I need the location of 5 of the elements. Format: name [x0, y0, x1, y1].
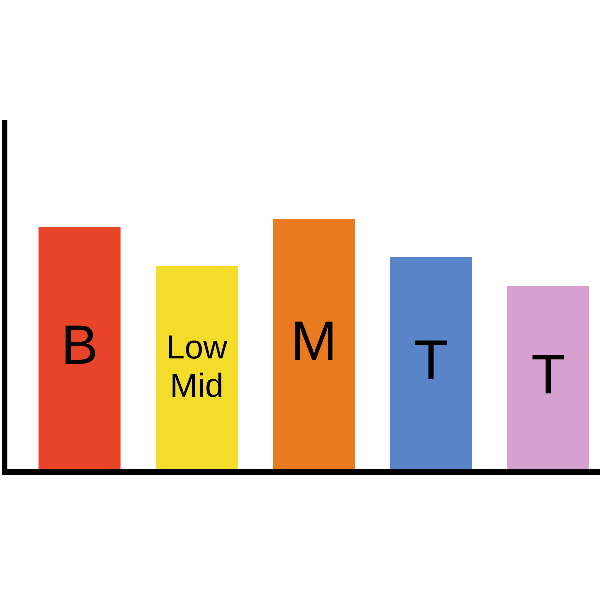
x-tick-label: T [416, 340, 447, 380]
x-tick-label: Low Mid [169, 336, 228, 398]
x-tick-label: B [66, 326, 96, 364]
x-tick-label: T [532, 355, 564, 394]
x-tick-label: M [296, 322, 333, 360]
